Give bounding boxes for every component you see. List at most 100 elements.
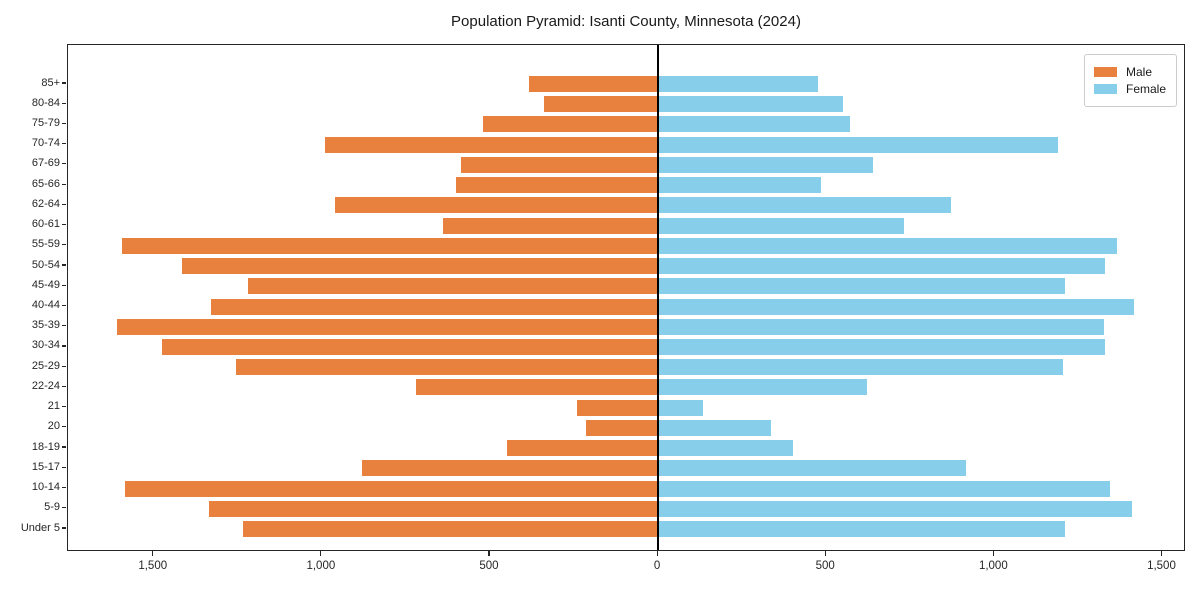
zero-axis-line <box>657 45 659 550</box>
male-bar <box>209 500 659 517</box>
y-tick-mark <box>62 345 66 347</box>
x-tick-label: 500 <box>815 560 835 572</box>
female-bar <box>658 338 1106 355</box>
male-bar <box>121 237 659 254</box>
y-tick-mark <box>62 527 66 529</box>
male-legend-label: Male <box>1125 65 1152 79</box>
x-tick-label: 1,500 <box>1147 560 1176 572</box>
x-tick-mark <box>320 551 322 556</box>
y-axis-label: 21 <box>47 400 60 413</box>
male-bar <box>236 359 659 376</box>
female-bar <box>658 217 904 234</box>
y-tick-mark <box>62 102 66 104</box>
y-axis-label: 60-61 <box>31 218 60 231</box>
y-tick-mark <box>62 122 66 125</box>
x-tick-label: 500 <box>479 560 499 572</box>
legend-entry-female: Female <box>1093 82 1166 96</box>
y-axis-label: 75-79 <box>31 116 60 129</box>
y-tick-mark <box>62 365 66 367</box>
y-axis-label: 70-74 <box>31 137 60 150</box>
x-tick-mark <box>1160 551 1163 556</box>
y-tick-mark <box>62 426 66 428</box>
y-tick-mark <box>62 244 66 246</box>
y-axis-label: 40-44 <box>31 299 60 311</box>
male-bar <box>125 480 659 497</box>
male-bar <box>506 440 659 457</box>
male-swatch-icon <box>1093 67 1117 77</box>
female-bar <box>658 116 850 133</box>
x-tick-label: 0 <box>653 560 661 572</box>
y-tick-mark <box>62 82 66 84</box>
y-axis-label: 45-49 <box>31 278 60 291</box>
y-tick-mark <box>62 507 66 509</box>
female-bar <box>658 156 874 173</box>
y-tick-mark <box>62 486 66 489</box>
male-bar <box>585 419 659 436</box>
y-axis-label: 5-9 <box>44 501 60 514</box>
male-bar <box>416 379 659 396</box>
y-tick-mark <box>62 325 66 327</box>
x-tick-mark <box>824 551 826 556</box>
y-axis-label: 25-29 <box>31 359 60 372</box>
y-tick-mark <box>62 143 66 145</box>
male-bar <box>162 338 659 355</box>
y-tick-mark <box>62 466 66 468</box>
male-bar <box>182 258 659 275</box>
female-bar <box>658 237 1118 254</box>
x-tick-mark <box>152 551 154 556</box>
male-bar <box>461 156 659 173</box>
x-tick-mark <box>656 551 658 556</box>
male-bar <box>483 116 659 133</box>
y-axis-label: 62-64 <box>31 197 60 210</box>
male-bar <box>362 460 659 477</box>
y-tick-mark <box>62 284 66 286</box>
y-axis-label: 80-84 <box>31 96 60 109</box>
male-bar <box>577 399 659 416</box>
y-axis-label: Under 5 <box>20 521 60 534</box>
male-bar <box>528 76 659 92</box>
female-bar <box>658 136 1059 153</box>
x-tick-mark <box>488 551 490 556</box>
y-tick-mark <box>62 385 66 387</box>
y-axis-label: 85+ <box>41 76 60 89</box>
female-bar <box>658 440 793 457</box>
male-bar <box>325 136 659 153</box>
female-bar <box>658 480 1111 497</box>
x-tick-label: 1,000 <box>978 560 1008 572</box>
female-bar <box>658 197 951 214</box>
y-tick-mark <box>62 446 66 448</box>
male-bar <box>335 197 659 214</box>
female-bar <box>658 76 818 92</box>
y-axis-label: 50-54 <box>31 258 60 271</box>
y-axis-label: 22-24 <box>31 379 60 392</box>
y-tick-mark <box>62 163 66 165</box>
female-bar <box>658 177 822 194</box>
male-bar <box>247 278 659 295</box>
male-bar <box>116 318 659 335</box>
y-axis-label: 10-14 <box>31 481 60 494</box>
female-bar <box>658 258 1106 275</box>
male-bar <box>210 298 659 315</box>
male-bar <box>543 96 659 113</box>
x-tick-label: 1,500 <box>138 560 168 572</box>
female-bar <box>658 318 1104 335</box>
female-legend-label: Female <box>1125 82 1166 96</box>
male-bar <box>456 177 659 194</box>
male-bar <box>442 217 659 234</box>
female-bar <box>658 521 1065 537</box>
y-tick-mark <box>62 183 66 185</box>
y-axis-label: 55-59 <box>31 238 60 251</box>
y-axis-label: 18-19 <box>31 440 60 453</box>
female-bar <box>658 500 1133 517</box>
y-tick-mark <box>62 406 66 408</box>
female-bar <box>658 298 1134 315</box>
male-bar <box>242 521 659 537</box>
y-axis-label: 30-34 <box>31 339 60 352</box>
y-axis-label: 67-69 <box>31 157 60 170</box>
y-axis-label: 15-17 <box>31 460 60 473</box>
y-tick-mark <box>62 203 66 205</box>
female-bar <box>658 379 867 396</box>
y-tick-mark <box>62 223 66 226</box>
female-swatch-icon <box>1093 84 1117 94</box>
